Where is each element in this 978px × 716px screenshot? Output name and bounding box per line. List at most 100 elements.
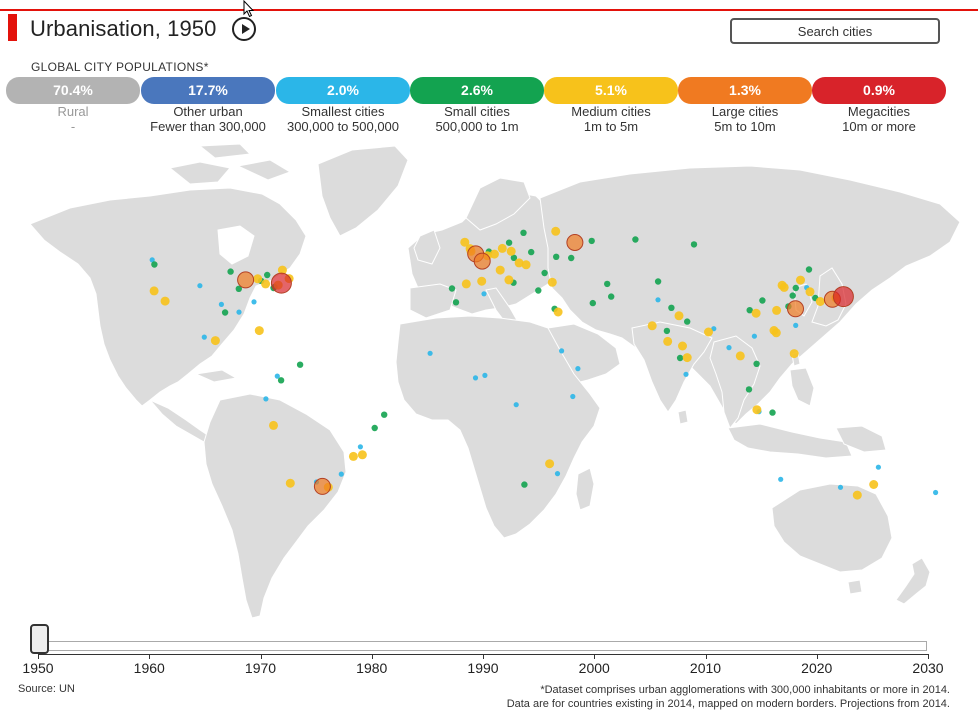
city-marker-yekaterinburg[interactable] bbox=[632, 236, 639, 243]
city-marker-yangon[interactable] bbox=[726, 345, 732, 351]
city-marker-khartoum[interactable] bbox=[559, 348, 565, 354]
city-marker-shanghai[interactable] bbox=[787, 300, 804, 318]
city-marker-addis-ababa[interactable] bbox=[575, 366, 581, 372]
city-marker-denver[interactable] bbox=[197, 283, 203, 289]
city-marker-harbin[interactable] bbox=[805, 266, 813, 273]
city-marker-novosibirsk[interactable] bbox=[690, 241, 698, 248]
city-marker-xi-an[interactable] bbox=[759, 297, 766, 304]
city-marker-vienna[interactable] bbox=[514, 258, 524, 268]
city-marker-tokyo[interactable] bbox=[832, 286, 854, 308]
city-marker-glasgow[interactable] bbox=[460, 237, 470, 247]
category-other-urban[interactable]: 17.7% Other urban Fewer than 300,000 bbox=[141, 77, 275, 134]
city-marker-ahmedabad[interactable] bbox=[663, 327, 671, 335]
city-marker-lisbon[interactable] bbox=[448, 285, 456, 292]
city-marker-paris[interactable] bbox=[473, 252, 491, 270]
city-marker-dallas[interactable] bbox=[218, 301, 224, 307]
city-marker-karachi[interactable] bbox=[647, 321, 657, 331]
category-smallest-cities[interactable]: 2.0% Smallest cities 300,000 to 500,000 bbox=[276, 77, 410, 134]
city-marker-guangzhou[interactable] bbox=[769, 326, 779, 335]
city-marker-porto-alegre[interactable] bbox=[338, 471, 344, 477]
city-marker-guadalajara[interactable] bbox=[201, 334, 207, 340]
city-marker-stockholm[interactable] bbox=[520, 229, 527, 236]
city-marker-budapest[interactable] bbox=[521, 260, 531, 270]
city-marker-pittsburgh[interactable] bbox=[261, 279, 271, 289]
city-marker-jakarta[interactable] bbox=[752, 405, 762, 415]
city-marker-los-angeles[interactable] bbox=[160, 296, 170, 306]
city-marker-bangalore[interactable] bbox=[676, 354, 684, 362]
city-marker-seoul[interactable] bbox=[805, 287, 815, 297]
search-input[interactable] bbox=[730, 18, 940, 44]
city-marker-melbourne[interactable] bbox=[852, 490, 862, 500]
city-marker-casablanca[interactable] bbox=[452, 299, 460, 306]
city-marker-hanoi[interactable] bbox=[751, 333, 758, 339]
city-marker-buenos-aires[interactable] bbox=[313, 477, 331, 495]
city-marker-singapore[interactable] bbox=[745, 386, 753, 393]
category-medium-cities[interactable]: 5.1% Medium cities 1m to 5m bbox=[544, 77, 678, 134]
timeline-track[interactable] bbox=[38, 641, 927, 651]
city-marker-rome[interactable] bbox=[504, 275, 514, 285]
category-large-cities[interactable]: 1.3% Large cities 5m to 10m bbox=[678, 77, 812, 134]
city-marker-bucharest[interactable] bbox=[541, 269, 548, 277]
city-marker-recife[interactable] bbox=[381, 411, 388, 418]
city-marker-santiago[interactable] bbox=[285, 478, 295, 488]
city-marker-kabul[interactable] bbox=[655, 297, 661, 303]
year-label-1970[interactable]: 1970 bbox=[244, 660, 277, 676]
city-marker-taipei[interactable] bbox=[793, 322, 799, 328]
city-marker-houston[interactable] bbox=[221, 309, 229, 316]
city-marker-hamburg[interactable] bbox=[497, 243, 507, 253]
city-marker-milan[interactable] bbox=[495, 265, 505, 275]
city-marker-copenhagen[interactable] bbox=[505, 239, 513, 246]
city-marker-berlin[interactable] bbox=[506, 246, 516, 256]
city-marker-tianjin[interactable] bbox=[779, 282, 789, 292]
city-marker-st-louis[interactable] bbox=[235, 285, 242, 292]
city-marker-toronto[interactable] bbox=[264, 271, 271, 279]
city-marker-kitakyushu[interactable] bbox=[815, 297, 825, 306]
city-marker-sydney[interactable] bbox=[869, 480, 879, 489]
city-marker-st-petersburg[interactable] bbox=[551, 226, 561, 236]
city-marker-barcelona[interactable] bbox=[477, 276, 487, 286]
year-label-2020[interactable]: 2020 bbox=[801, 660, 833, 676]
city-marker-surabaya[interactable] bbox=[769, 409, 776, 416]
city-marker-kanpur[interactable] bbox=[684, 318, 691, 325]
city-marker-accra[interactable] bbox=[472, 375, 479, 381]
city-marker-prague[interactable] bbox=[510, 254, 518, 261]
city-marker-detroit[interactable] bbox=[253, 274, 263, 284]
city-marker-manila[interactable] bbox=[789, 349, 799, 359]
city-marker-algiers[interactable] bbox=[481, 291, 487, 297]
year-label-2010[interactable]: 2010 bbox=[689, 660, 722, 676]
city-marker-sao-paulo[interactable] bbox=[348, 451, 358, 461]
city-marker-istanbul[interactable] bbox=[547, 277, 557, 287]
timeline-handle[interactable] bbox=[30, 624, 49, 654]
city-marker-dalian[interactable] bbox=[792, 284, 799, 292]
city-marker-ruhr[interactable] bbox=[489, 249, 499, 259]
city-marker-chongqing[interactable] bbox=[751, 308, 761, 318]
city-marker-new-orleans[interactable] bbox=[236, 309, 242, 315]
city-marker-vancouver[interactable] bbox=[149, 257, 155, 263]
category-megacities[interactable]: 0.9% Megacities 10m or more bbox=[812, 77, 946, 134]
city-marker-perth[interactable] bbox=[778, 476, 784, 482]
city-marker-kiev[interactable] bbox=[553, 253, 560, 260]
city-marker-montreal[interactable] bbox=[277, 265, 287, 275]
city-marker-chennai[interactable] bbox=[682, 353, 692, 363]
city-marker-baghdad[interactable] bbox=[589, 299, 596, 307]
city-marker-delhi[interactable] bbox=[674, 311, 684, 321]
city-marker-kharkiv[interactable] bbox=[568, 254, 575, 262]
city-marker-auckland[interactable] bbox=[933, 489, 939, 496]
city-marker-havana[interactable] bbox=[254, 326, 264, 336]
city-marker-salvador[interactable] bbox=[371, 424, 378, 432]
city-marker-rio-de-janeiro[interactable] bbox=[357, 450, 367, 460]
city-marker-colombo[interactable] bbox=[683, 371, 689, 377]
city-marker-shenyang[interactable] bbox=[796, 275, 805, 285]
city-marker-brisbane[interactable] bbox=[875, 464, 882, 470]
city-marker-bangkok[interactable] bbox=[735, 351, 745, 361]
city-marker-kolkata[interactable] bbox=[704, 327, 713, 337]
city-marker-wuhan[interactable] bbox=[772, 305, 782, 315]
city-marker-tashkent[interactable] bbox=[654, 278, 662, 285]
city-marker-nizhny-novgorod[interactable] bbox=[588, 237, 595, 245]
city-marker-warsaw[interactable] bbox=[528, 248, 535, 256]
city-marker-tehran[interactable] bbox=[608, 293, 615, 300]
year-label-1980[interactable]: 1980 bbox=[356, 660, 388, 676]
category-small-cities[interactable]: 2.6% Small cities 500,000 to 1m bbox=[410, 77, 544, 134]
city-marker-seattle[interactable] bbox=[151, 261, 158, 268]
city-marker-cairo[interactable] bbox=[553, 307, 563, 317]
